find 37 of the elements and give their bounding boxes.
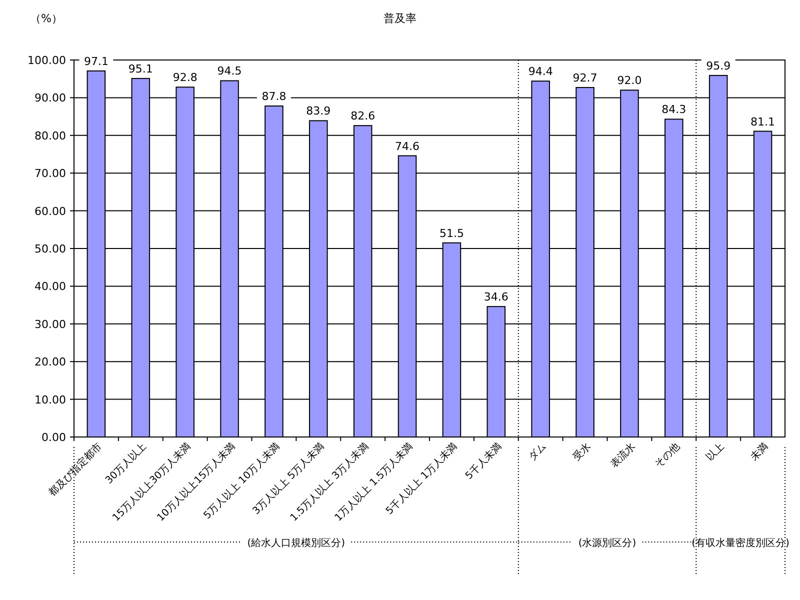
y-tick-label: 60.00 xyxy=(34,204,66,218)
data-label: 81.1 xyxy=(750,115,776,128)
x-tick-label: 以上 xyxy=(704,440,726,464)
x-tick-label: 未満 xyxy=(748,440,771,464)
data-label: 84.3 xyxy=(662,103,686,116)
y-tick-label: 40.00 xyxy=(34,280,66,294)
data-label: 34.6 xyxy=(484,290,508,304)
data-label: 87.8 xyxy=(262,90,286,103)
text: (水源別区分) xyxy=(578,537,636,549)
y-tick-label: 50.00 xyxy=(34,242,66,256)
data-label: 95.1 xyxy=(128,62,153,76)
data-label: 51.5 xyxy=(439,226,464,240)
x-tick-label: その他 xyxy=(652,440,682,470)
x-tick-label: 5千人未満 xyxy=(463,440,504,482)
data-label: 94.5 xyxy=(217,64,242,78)
data-label: 74.6 xyxy=(395,140,420,153)
data-label: 92.7 xyxy=(572,72,598,85)
text: (給水人口規模別区分) xyxy=(247,537,346,549)
data-label: 97.1 xyxy=(84,54,108,68)
data-label: 95.9 xyxy=(706,59,731,72)
x-tick-label: 受水 xyxy=(570,440,594,464)
data-label: 92.8 xyxy=(172,71,198,84)
data-label: 83.9 xyxy=(306,104,331,118)
y-tick-label: 70.00 xyxy=(34,167,66,180)
chart-title: 普及率 xyxy=(384,12,416,25)
y-tick-label: 100.00 xyxy=(28,54,66,67)
y-axis-title: （%） xyxy=(30,12,62,25)
y-tick-label: 80.00 xyxy=(34,129,66,142)
y-tick-label: 20.00 xyxy=(34,356,66,369)
x-tick-label: 表流水 xyxy=(608,440,638,470)
y-tick-label: 10.00 xyxy=(34,393,66,406)
data-label: 82.6 xyxy=(350,110,376,123)
y-tick-label: 90.00 xyxy=(34,92,66,105)
x-tick-label: ダム xyxy=(526,440,549,464)
data-label: 92.0 xyxy=(617,74,642,88)
data-label: 94.4 xyxy=(528,65,553,78)
y-tick-label: 30.00 xyxy=(34,318,66,331)
